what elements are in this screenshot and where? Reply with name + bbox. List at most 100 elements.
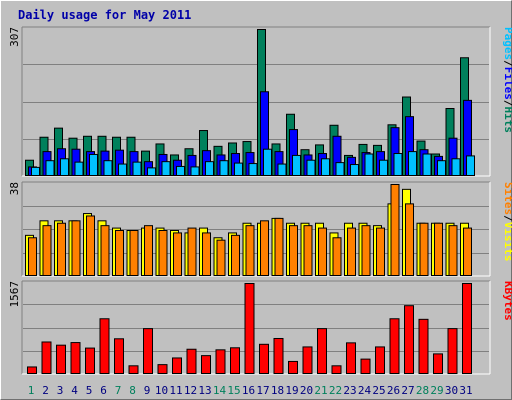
bar-sites xyxy=(86,215,95,276)
bar-kbytes xyxy=(157,364,168,374)
bar-kbytes xyxy=(143,328,153,374)
bar-kbytes xyxy=(259,343,269,374)
bar-sites xyxy=(419,222,429,277)
bar-sites xyxy=(28,237,37,276)
legend-entry: KBytes xyxy=(502,281,512,321)
x-tick-label: 10 xyxy=(155,384,168,397)
bar-sites xyxy=(71,220,81,277)
x-tick-label: 5 xyxy=(86,384,93,397)
x-tick-label: 9 xyxy=(144,384,151,397)
bar-kbytes xyxy=(128,365,139,375)
bar-sites xyxy=(463,227,472,276)
bar-sites xyxy=(434,222,443,277)
bar-kbytes xyxy=(172,357,182,375)
y-max-label: 1567 xyxy=(8,281,21,308)
x-tick-label: 2 xyxy=(42,384,49,397)
bar-kbytes xyxy=(230,347,240,374)
x-tick-label: 28 xyxy=(416,384,429,397)
bar-pages xyxy=(277,163,287,177)
bar-pages xyxy=(379,159,388,176)
bar-pages xyxy=(248,163,258,176)
bar-sites xyxy=(202,232,211,276)
bar-kbytes xyxy=(302,346,313,374)
x-tick-label: 21 xyxy=(314,384,327,397)
bar-pages xyxy=(45,160,55,177)
bar-kbytes xyxy=(201,355,211,374)
bar-pages xyxy=(176,165,185,176)
x-tick-label: 18 xyxy=(271,384,284,397)
x-tick-label: 11 xyxy=(169,384,182,397)
x-tick-label: 15 xyxy=(227,384,240,397)
x-tick-label: 3 xyxy=(57,384,64,397)
bar-sites xyxy=(115,230,124,276)
bar-pages xyxy=(422,153,432,177)
x-tick-label: 25 xyxy=(372,384,385,397)
bar-kbytes xyxy=(433,353,443,375)
x-tick-label: 16 xyxy=(242,384,255,397)
bar-kbytes xyxy=(389,318,400,374)
bar-sites xyxy=(347,227,356,276)
legend-entry: Sites xyxy=(502,182,512,215)
bar-sites xyxy=(42,225,52,277)
bar-sites xyxy=(216,239,226,276)
bar-kbytes xyxy=(447,328,458,374)
x-tick-label: 30 xyxy=(445,384,458,397)
bar-pages xyxy=(451,158,461,176)
y-max-label: 307 xyxy=(8,27,21,47)
bar-kbytes xyxy=(462,283,472,374)
legend-entry: Files xyxy=(502,67,512,100)
x-tick-label: 7 xyxy=(115,384,122,397)
bar-kbytes xyxy=(27,366,37,374)
bar-pages xyxy=(103,160,113,177)
x-tick-label: 23 xyxy=(343,384,356,397)
bar-pages xyxy=(205,161,214,177)
bar-kbytes xyxy=(404,305,414,374)
bar-sites xyxy=(144,225,153,277)
bar-sites xyxy=(289,225,298,277)
bar-kbytes xyxy=(375,346,385,374)
bar-sites xyxy=(361,225,371,277)
legend-entry: / xyxy=(502,100,512,107)
bar-sites xyxy=(274,217,284,276)
bar-sites xyxy=(100,225,110,277)
bar-sites xyxy=(390,184,400,276)
bar-kbytes xyxy=(41,341,52,374)
bar-sites xyxy=(173,232,182,276)
bar-kbytes xyxy=(346,342,356,374)
bar-kbytes xyxy=(273,337,284,375)
bar-pages xyxy=(219,160,229,177)
bar-sites xyxy=(376,227,385,276)
bar-pages xyxy=(190,166,200,176)
bar-pages xyxy=(292,154,301,176)
bar-pages xyxy=(74,161,84,176)
bar-kbytes xyxy=(114,338,124,374)
bar-pages xyxy=(118,163,127,177)
bar-kbytes xyxy=(99,318,110,374)
x-tick-label: 27 xyxy=(401,384,414,397)
bar-sites xyxy=(158,230,168,276)
bar-pages xyxy=(147,167,156,176)
bar-pages xyxy=(132,161,142,176)
bar-pages xyxy=(393,153,403,176)
bar-kbytes xyxy=(85,347,95,375)
x-tick-label: 13 xyxy=(198,384,211,397)
bar-kbytes xyxy=(56,344,66,374)
bar-kbytes xyxy=(317,328,327,374)
x-tick-label: 20 xyxy=(300,384,313,397)
bar-sites xyxy=(303,225,313,277)
bar-pages xyxy=(335,162,345,177)
bar-pages xyxy=(234,162,243,177)
bar-kbytes xyxy=(244,283,255,374)
bar-pages xyxy=(60,158,69,176)
legend: Sites/Visits xyxy=(502,182,512,262)
x-tick-label: 26 xyxy=(387,384,400,397)
bar-kbytes xyxy=(70,342,81,375)
x-tick-label: 24 xyxy=(358,384,372,397)
bar-sites xyxy=(332,237,342,276)
bar-pages xyxy=(161,161,171,177)
x-tick-label: 4 xyxy=(71,384,78,397)
bar-sites xyxy=(245,225,255,277)
x-tick-label: 17 xyxy=(256,384,269,397)
bar-sites xyxy=(405,203,414,276)
